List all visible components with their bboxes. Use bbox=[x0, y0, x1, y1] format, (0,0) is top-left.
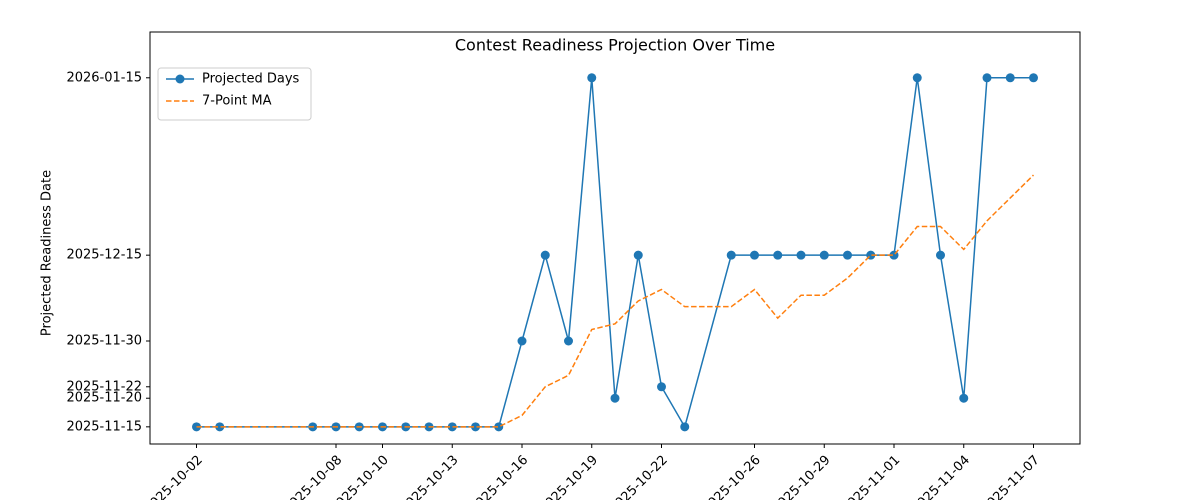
data-point bbox=[726, 250, 736, 260]
y-axis-label: Projected Readiness Date bbox=[40, 170, 55, 336]
x-tick-label: 2025-10-16 bbox=[467, 453, 531, 500]
series-line bbox=[196, 174, 1035, 428]
x-tick-label: 2025-10-29 bbox=[770, 453, 834, 500]
x-tick-label: 2025-10-13 bbox=[398, 453, 462, 500]
data-point bbox=[1029, 73, 1038, 83]
data-point bbox=[819, 250, 829, 260]
legend-label: Projected Days bbox=[202, 72, 300, 87]
y-tick-label: 2025-11-30 bbox=[66, 334, 142, 349]
x-tick-label: 2025-10-19 bbox=[537, 453, 601, 500]
data-point bbox=[215, 422, 225, 432]
data-point bbox=[750, 250, 759, 260]
y-tick-label: 2026-01-15 bbox=[66, 70, 142, 85]
series-line bbox=[196, 77, 1034, 429]
x-tick-label: 2025-10-02 bbox=[142, 453, 206, 500]
x-tick-label: 2025-10-22 bbox=[607, 453, 671, 500]
x-tick-label: 2025-11-01 bbox=[839, 453, 903, 500]
data-point bbox=[564, 336, 573, 346]
data-point bbox=[471, 422, 480, 432]
data-point bbox=[1005, 73, 1015, 83]
legend: Projected Days 7-Point MA bbox=[157, 67, 312, 121]
data-point bbox=[447, 422, 457, 432]
data-point bbox=[657, 382, 666, 392]
data-point bbox=[540, 250, 550, 260]
x-tick-label: 2025-10-26 bbox=[700, 453, 764, 500]
y-tick-label: 2025-11-15 bbox=[66, 419, 142, 434]
data-point bbox=[633, 250, 643, 260]
data-point bbox=[680, 422, 690, 432]
y-tick-label: 2025-11-20 bbox=[66, 391, 142, 406]
data-point bbox=[610, 393, 620, 403]
x-tick-label: 2025-11-04 bbox=[909, 453, 973, 500]
data-point bbox=[843, 250, 852, 260]
x-tick-label: 2025-11-07 bbox=[979, 453, 1043, 500]
data-point bbox=[796, 250, 806, 260]
data-point bbox=[773, 250, 783, 260]
data-point bbox=[517, 336, 527, 346]
data-point bbox=[912, 73, 922, 83]
legend-marker bbox=[175, 74, 185, 84]
data-point bbox=[936, 250, 945, 260]
data-point bbox=[587, 73, 597, 83]
data-point bbox=[982, 73, 992, 83]
y-tick-label: 2025-11-22 bbox=[66, 379, 142, 394]
data-point bbox=[494, 422, 504, 432]
chart-title: Contest Readiness Projection Over Time bbox=[455, 36, 775, 55]
plot-area bbox=[149, 31, 1081, 445]
legend-box bbox=[157, 67, 312, 121]
legend-label: 7-Point MA bbox=[202, 94, 272, 109]
data-point bbox=[959, 393, 969, 403]
y-tick-label: 2025-12-15 bbox=[66, 248, 142, 263]
x-tick-label: 2025-10-08 bbox=[281, 453, 345, 500]
